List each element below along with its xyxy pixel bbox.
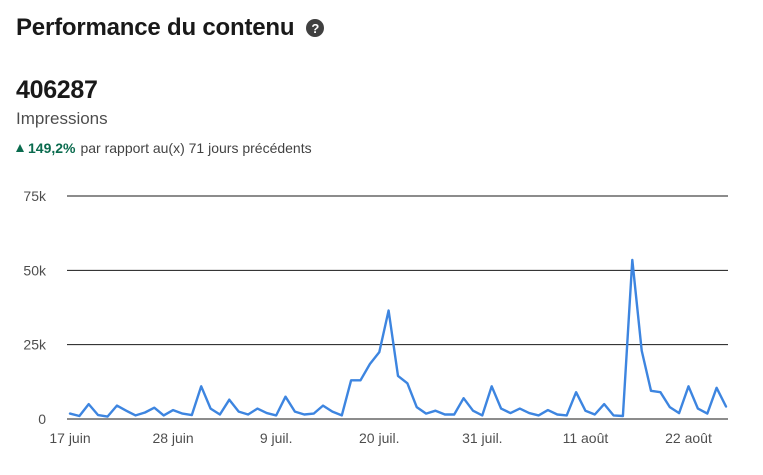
impressions-series-line: [68, 258, 728, 418]
x-tick-label: 31 juil.: [462, 430, 502, 446]
impressions-count: 406287: [16, 76, 98, 104]
x-tick-label: 17 juin: [49, 430, 90, 446]
x-tick-label: 22 août: [665, 430, 712, 446]
x-tick-label: 28 juin: [152, 430, 193, 446]
change-percentage: 149,2%: [28, 140, 76, 156]
x-tick-label: 9 juil.: [260, 430, 293, 446]
title-row: Performance du contenu ?: [16, 14, 325, 42]
y-tick-label: 0: [38, 411, 46, 427]
question-circle-icon[interactable]: ?: [306, 19, 325, 37]
impressions-label: Impressions: [16, 109, 108, 128]
card-title: Performance du contenu: [16, 14, 295, 41]
change-indicator: 149,2% par rapport au(x) 71 jours précéd…: [16, 140, 312, 156]
change-comparison-text: par rapport au(x) 71 jours précédents: [80, 140, 312, 156]
triangle-up-icon: [16, 144, 24, 152]
y-tick-label: 75k: [23, 188, 47, 204]
x-tick-label: 11 août: [563, 430, 609, 446]
x-tick-label: 20 juil.: [359, 430, 399, 446]
y-tick-label: 50k: [23, 262, 47, 278]
y-tick-label: 25k: [23, 337, 47, 353]
